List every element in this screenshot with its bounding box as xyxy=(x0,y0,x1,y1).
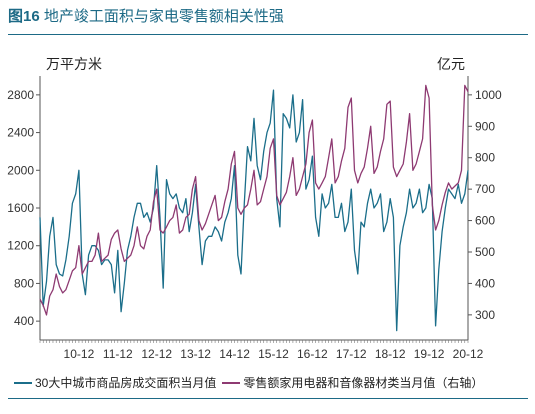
figure-title: 图16 地产竣工面积与家电零售额相关性强 xyxy=(8,6,284,28)
left-tick-label: 400 xyxy=(14,314,34,328)
x-tick-label: 17-12 xyxy=(336,347,367,361)
figure-title-text: 地产竣工面积与家电零售额相关性强 xyxy=(43,8,284,25)
legend-item-area: 30大中城市商品房成交面积当月值 xyxy=(14,374,216,391)
left-tick-label: 2800 xyxy=(7,88,34,102)
right-axis-unit: 亿元 xyxy=(437,56,465,72)
left-tick-label: 1200 xyxy=(7,239,34,253)
right-tick-label: 800 xyxy=(475,151,495,165)
x-tick-label: 18-12 xyxy=(375,347,406,361)
right-tick-label: 600 xyxy=(475,214,495,228)
left-tick-label: 2000 xyxy=(7,163,34,177)
x-tick-label: 12-12 xyxy=(141,347,172,361)
x-tick-label: 10-12 xyxy=(64,347,95,361)
legend-swatch-area xyxy=(14,381,32,384)
title-divider xyxy=(8,34,528,35)
x-tick-label: 19-12 xyxy=(414,347,445,361)
legend: 30大中城市商品房成交面积当月值 零售额家用电器和音像器材类当月值（右轴） xyxy=(14,374,489,391)
series-line-retail xyxy=(39,84,469,316)
left-axis: 400 800 1200 1600 2000 2400 2800 xyxy=(7,76,41,340)
x-tick-label: 11-12 xyxy=(103,347,133,361)
right-tick-label: 900 xyxy=(475,119,495,133)
legend-label-retail: 零售额家用电器和音像器材类当月值（右轴） xyxy=(243,376,484,390)
left-tick-label: 1600 xyxy=(7,201,34,215)
right-tick-label: 700 xyxy=(475,182,495,196)
right-tick-label: 400 xyxy=(475,276,495,290)
legend-item-retail: 零售额家用电器和音像器材类当月值（右轴） xyxy=(222,374,483,391)
right-axis: 300 400 500 600 700 800 900 1000 xyxy=(467,76,502,340)
left-axis-unit: 万平方米 xyxy=(46,56,102,72)
left-tick-label: 2400 xyxy=(7,126,34,140)
right-tick-label: 300 xyxy=(475,308,495,322)
left-tick-label: 800 xyxy=(14,276,34,290)
x-tick-label: 13-12 xyxy=(180,347,211,361)
right-tick-label: 500 xyxy=(475,245,495,259)
figure-number: 图16 xyxy=(8,8,40,25)
x-tick-label: 20-12 xyxy=(453,347,484,361)
series-line-area xyxy=(39,89,469,332)
legend-label-area: 30大中城市商品房成交面积当月值 xyxy=(35,376,217,390)
right-tick-label: 1000 xyxy=(475,88,502,102)
x-tick-label: 15-12 xyxy=(258,347,289,361)
x-tick-label: 16-12 xyxy=(297,347,328,361)
legend-swatch-retail xyxy=(222,381,241,384)
series-lines xyxy=(39,84,469,332)
x-axis: 10-12 11-12 12-12 13-12 14-12 15-12 16-12 17-12… xyxy=(39,339,484,361)
bottom-divider xyxy=(8,398,528,399)
x-tick-label: 14-12 xyxy=(219,347,250,361)
